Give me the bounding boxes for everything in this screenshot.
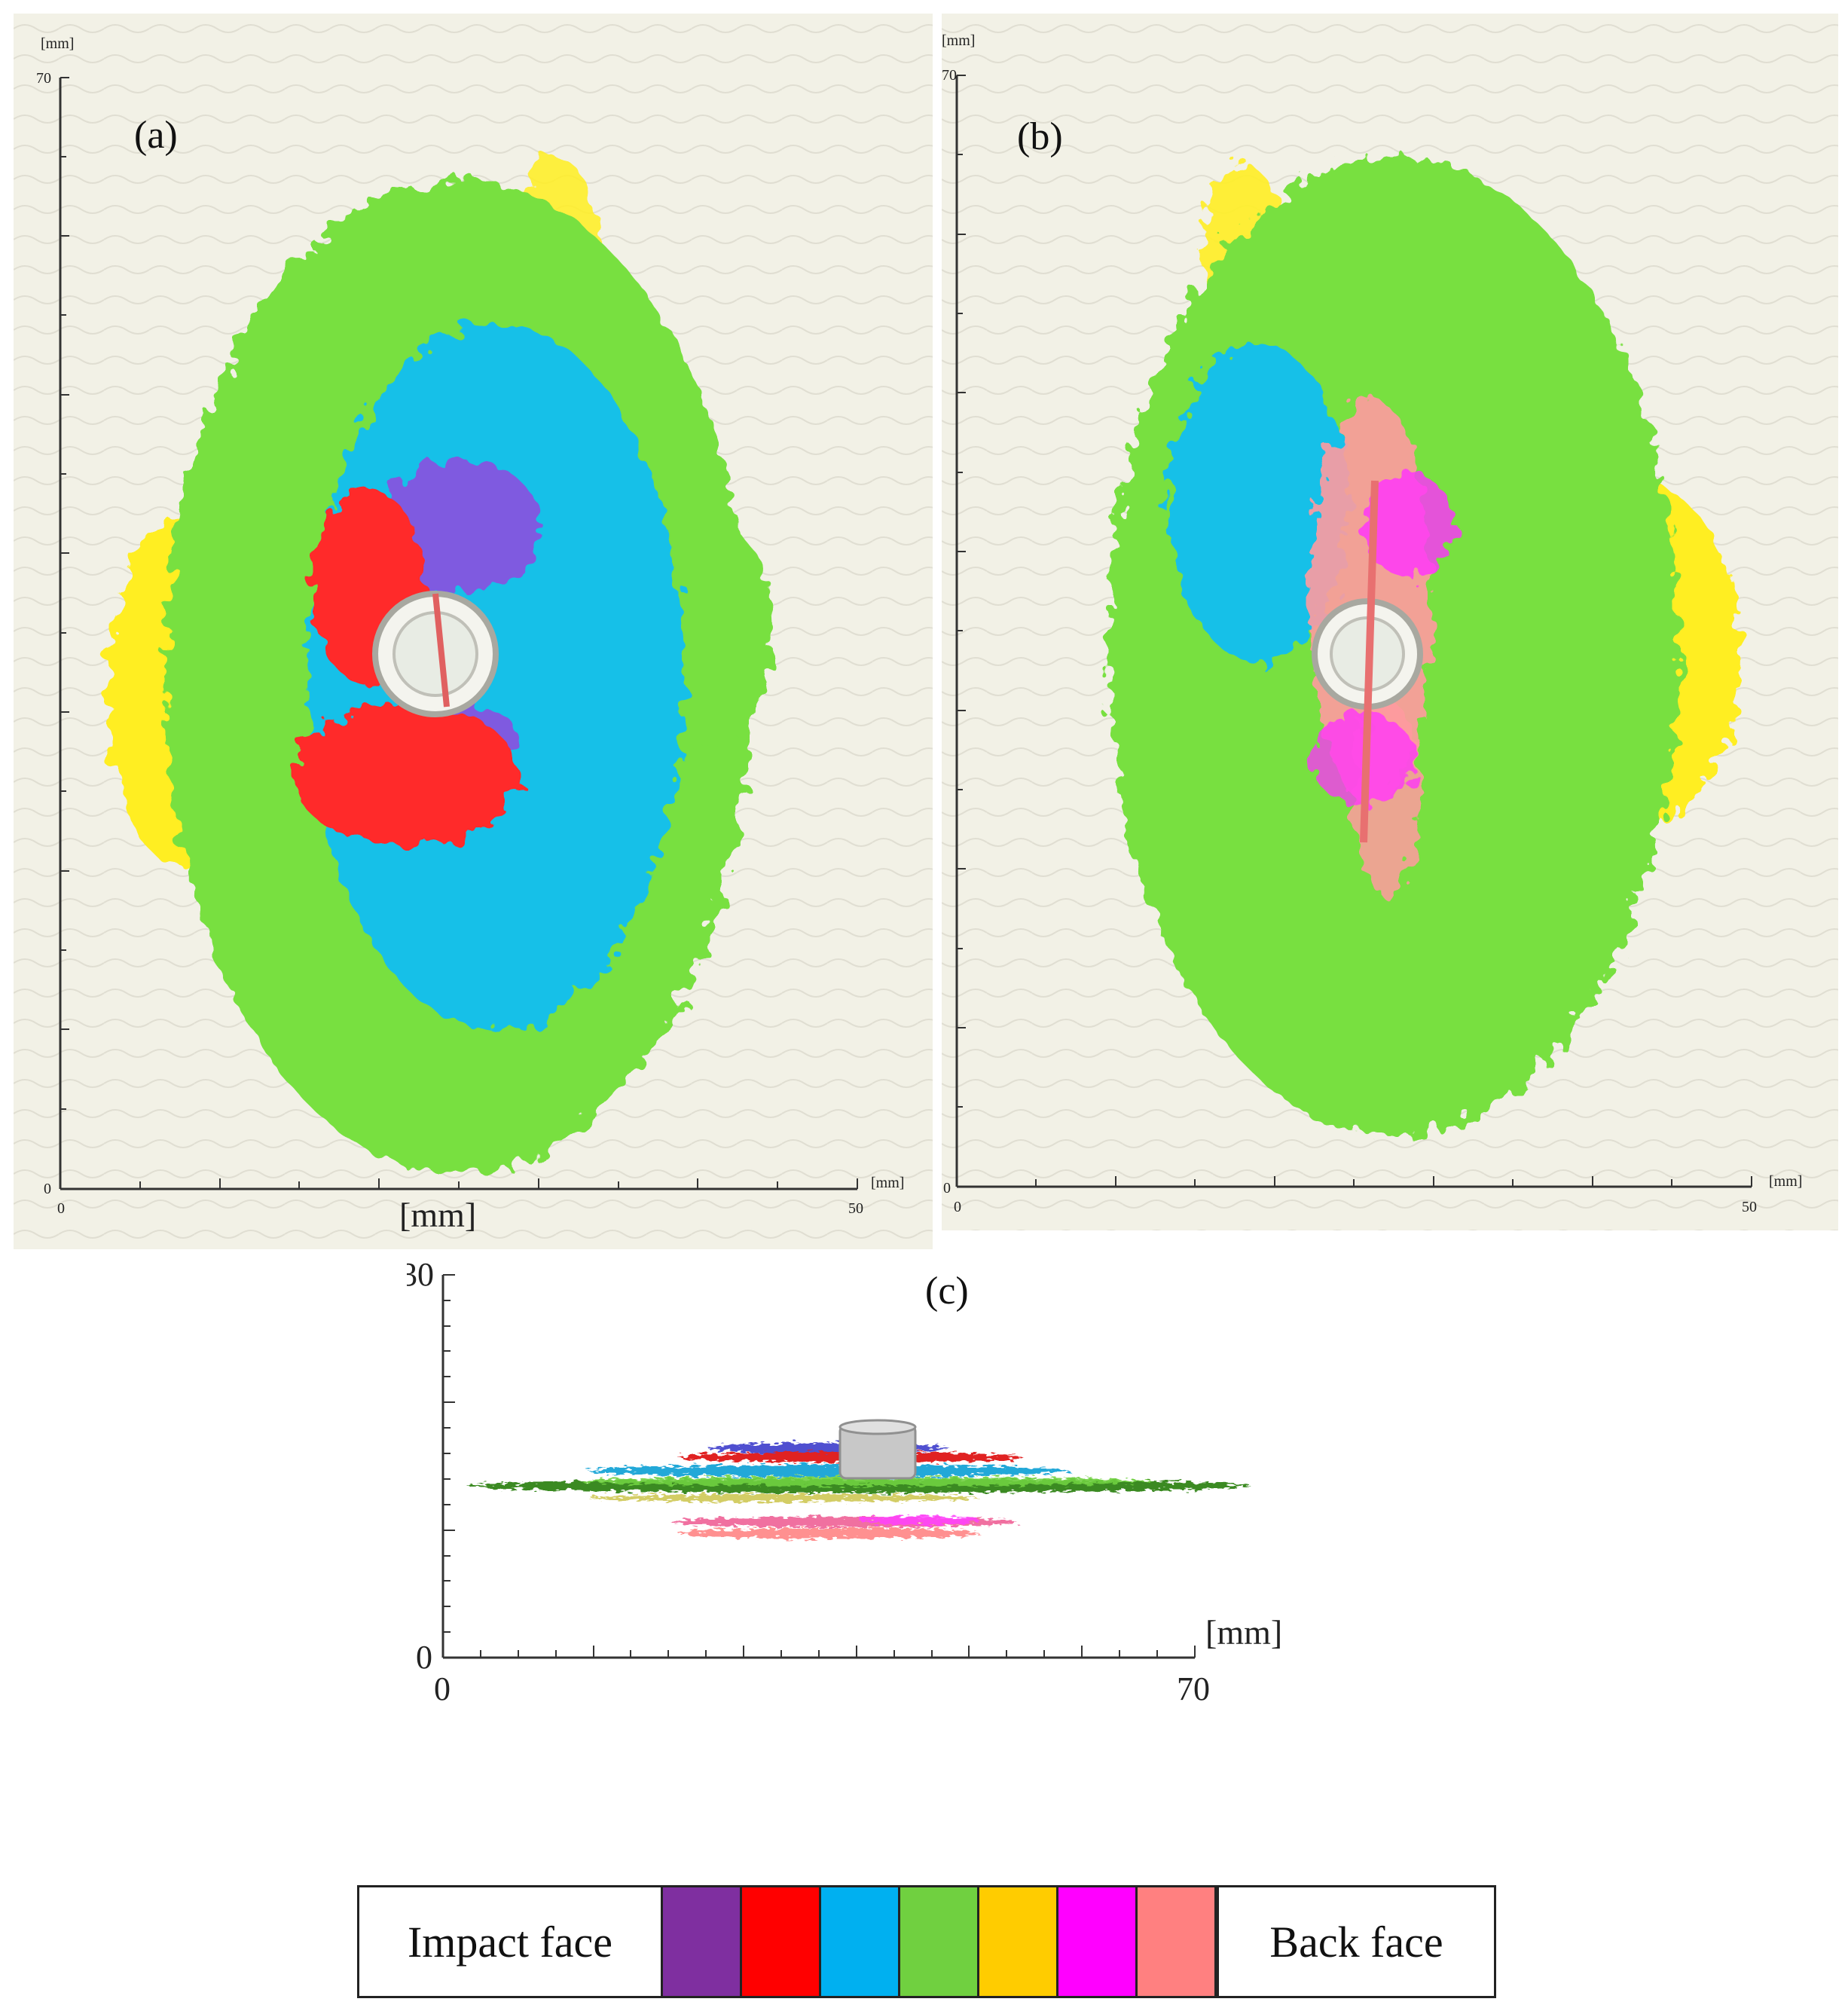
impactor-core (393, 611, 478, 697)
y-axis-ticks (443, 1274, 455, 1633)
x-axis-ticks (480, 1646, 1196, 1658)
yellow-layer (588, 1494, 979, 1502)
panel-b-image: [mm] 70 0 0 50 [mm] (b) (942, 14, 1838, 1230)
panel-a-y-tick-min: 0 (44, 1181, 51, 1197)
panel-a-x-tick-max: 50 (848, 1200, 863, 1217)
panel-b-x-tick-max: 50 (1742, 1199, 1757, 1215)
legend-swatch-pink (1138, 1887, 1217, 1996)
panel-c-layer-profile (467, 1443, 1251, 1539)
panel-c-y-tick-min: 0 (416, 1639, 432, 1676)
panel-c-x-tick-max: 70 (1177, 1670, 1210, 1707)
impactor-top (838, 1419, 917, 1435)
magenta-region (1364, 473, 1454, 579)
panel-b-y-tick-min: 0 (943, 1180, 951, 1196)
panel-b-y-unit: [mm] (942, 32, 975, 49)
x-axis-ticks (139, 1178, 858, 1189)
panel-a-damage-map (108, 157, 774, 1174)
pink-layer (678, 1528, 979, 1539)
legend-swatch-purple (663, 1887, 742, 1996)
red-region (292, 703, 518, 846)
y-axis-ticks (957, 75, 966, 1108)
panel-c-x-tick-min: 0 (434, 1670, 451, 1707)
panel-c-image: 30 0 0 70 [mm] (c) (407, 1251, 1462, 1718)
blue-region (1168, 345, 1349, 662)
magenta-layer (859, 1516, 979, 1525)
panel-b-x-unit: [mm] (1769, 1173, 1802, 1190)
panel-c: 30 0 0 70 [mm] (c) (407, 1251, 1462, 1718)
legend-swatch-magenta (1058, 1887, 1138, 1996)
panel-b-label: (b) (1017, 115, 1063, 158)
panel-b-x-tick-min: 0 (954, 1199, 961, 1215)
legend-swatch-yellow (979, 1887, 1058, 1996)
legend-swatch-green (900, 1887, 979, 1996)
panel-c-x-unit: [mm] (1205, 1613, 1282, 1652)
legend-impact-face-label: Impact face (359, 1887, 663, 1996)
panel-a-unit-below: [mm] (399, 1196, 476, 1234)
legend-swatch-red (742, 1887, 821, 1996)
panel-a: [mm] 70 0 0 50 [mm] [mm] (a) (14, 14, 933, 1249)
crack-line (1360, 480, 1379, 843)
panel-a-y-tick-max: 70 (36, 70, 51, 87)
panel-b-y-tick-max: 70 (942, 67, 957, 84)
x-axis-ticks (1035, 1176, 1752, 1187)
crack-line (432, 593, 450, 707)
panel-a-image: [mm] 70 0 0 50 [mm] [mm] (a) (14, 14, 933, 1249)
y-axis-ticks (60, 77, 69, 1110)
legend-back-face-label: Back face (1217, 1887, 1494, 1996)
panel-a-x-tick-min: 0 (57, 1200, 65, 1217)
panel-a-label: (a) (134, 114, 178, 157)
panel-b: [mm] 70 0 0 50 [mm] (b) (942, 14, 1838, 1230)
panel-c-y-tick-max: 30 (407, 1256, 434, 1293)
panel-a-y-unit: [mm] (41, 35, 74, 52)
panel-c-label: (c) (925, 1270, 969, 1313)
green-layer (580, 1477, 1153, 1486)
legend-swatch-blue (821, 1887, 900, 1996)
panel-a-x-unit: [mm] (871, 1175, 904, 1191)
blue-layer (588, 1465, 1070, 1477)
color-legend: Impact face Back face (357, 1885, 1496, 1998)
